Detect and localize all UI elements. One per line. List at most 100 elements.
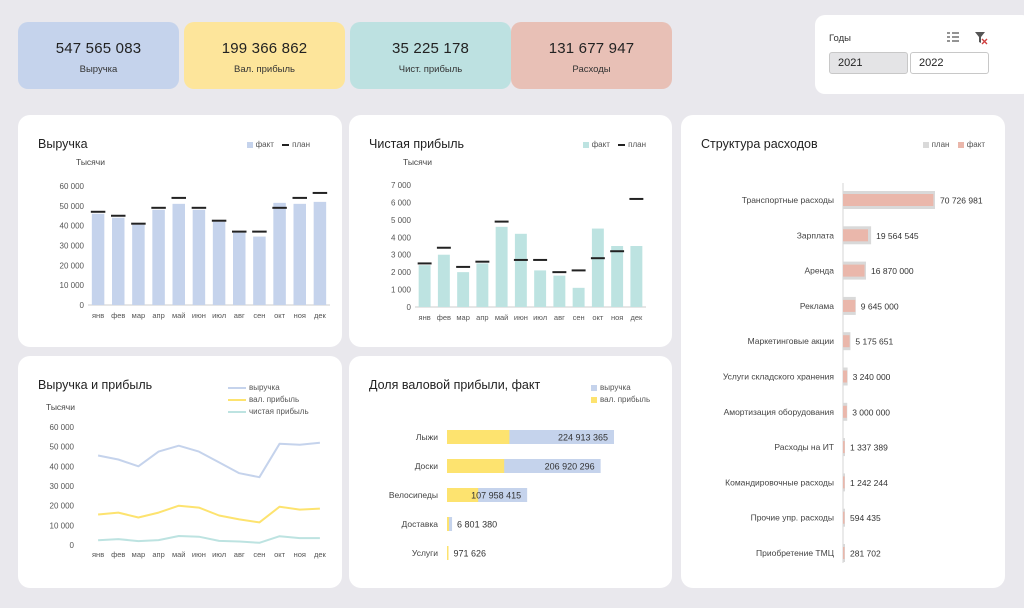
category-label: Лыжи: [416, 432, 438, 442]
y-tick-label: 7 000: [391, 181, 412, 190]
kpi-net-profit-label: Чист. прибыль: [398, 64, 463, 75]
bar-revenue-3: [447, 517, 453, 531]
gross-share-legend: выручка вал. прибыль: [591, 382, 650, 406]
y-tick-label: 40 000: [60, 222, 85, 231]
bar-fact-окт: [591, 228, 604, 307]
x-tick-label: ноя: [294, 550, 306, 559]
x-tick-label: дек: [314, 550, 327, 559]
clear-filter-icon[interactable]: [974, 31, 988, 45]
bar-fact-7: [843, 441, 845, 454]
x-tick-label: апр: [152, 311, 164, 320]
revenue-chart-title: Выручка: [38, 137, 88, 151]
net-profit-chart-title: Чистая прибыль: [369, 137, 464, 151]
legend-gross-swatch: [228, 398, 246, 401]
legend-fact-swatch: [246, 141, 253, 148]
x-tick-label: ноя: [611, 313, 623, 322]
bar-fact-ноя: [611, 246, 624, 307]
kpi-revenue: 547 565 083 Выручка: [18, 22, 179, 89]
data-label: 206 920 296: [545, 462, 595, 472]
y-tick-label: 60 000: [60, 182, 85, 191]
category-label: Реклама: [800, 301, 834, 311]
data-label: 19 564 545: [876, 231, 919, 241]
y-tick-label: 0: [80, 301, 85, 310]
bar-fact-фев: [111, 217, 125, 305]
x-tick-label: июл: [533, 313, 547, 322]
x-tick-label: июл: [212, 311, 226, 320]
kpi-expenses: 131 677 947 Расходы: [511, 22, 672, 89]
x-tick-label: янв: [92, 550, 104, 559]
y-axis-unit: Тысячи: [76, 157, 105, 167]
category-label: Услуги: [412, 548, 438, 558]
y-tick-label: 30 000: [60, 242, 85, 251]
legend-fact-label: факт: [591, 140, 610, 149]
x-tick-label: фев: [111, 311, 125, 320]
legend-revenue-swatch: [591, 384, 597, 391]
x-tick-label: май: [172, 550, 186, 559]
x-tick-label: апр: [152, 550, 164, 559]
bar-fact-авг: [553, 275, 566, 307]
bar-fact-4: [843, 335, 850, 348]
bar-fact-0: [843, 194, 934, 206]
data-label: 9 645 000: [861, 301, 899, 311]
bar-fact-дек: [313, 201, 327, 305]
bar-fact-фев: [437, 254, 450, 307]
x-tick-label: июн: [192, 550, 206, 559]
data-label: 16 870 000: [871, 266, 914, 276]
category-label: Доски: [415, 461, 439, 471]
category-label: Командировочные расходы: [725, 477, 834, 487]
x-tick-label: янв: [419, 313, 431, 322]
y-tick-label: 10 000: [50, 521, 75, 530]
multi-select-icon[interactable]: [946, 31, 960, 45]
legend-gross-label: вал. прибыль: [600, 395, 651, 404]
bar-fact-5: [843, 370, 848, 383]
x-tick-label: окт: [274, 311, 286, 320]
bar-fact-апр: [476, 263, 489, 307]
bar-fact-окт: [273, 202, 286, 305]
category-label: Доставка: [401, 519, 438, 529]
bar-fact-дек: [630, 246, 643, 307]
data-label: 1 242 244: [850, 478, 888, 488]
x-tick-label: авг: [554, 313, 565, 322]
revenue-chart: Тысячи 0 10 000 20 000 30 000 40 000 50 000 60 …: [60, 157, 330, 320]
line-gross-profit: [98, 504, 320, 524]
bar-fact-ноя: [293, 203, 307, 305]
y-tick-label: 50 000: [50, 443, 75, 452]
x-tick-label: сен: [253, 311, 265, 320]
kpi-net-profit-value: 35 225 178: [391, 40, 470, 57]
y-tick-label: 20 000: [50, 502, 75, 511]
data-label: 107 958 415: [471, 491, 521, 501]
bar-fact-3: [843, 299, 856, 312]
legend-fact-label: факт: [966, 140, 985, 149]
x-tick-label: мар: [132, 550, 146, 559]
data-label: 224 913 365: [558, 433, 608, 443]
y-tick-label: 5 000: [391, 216, 412, 225]
revenue-legend: факт план: [246, 140, 310, 149]
net-profit-chart: Тысячи 0 1 000 2 000 3 000 4 000 5 000 6 000 7 0…: [391, 157, 646, 322]
legend-revenue-label: выручка: [249, 383, 280, 392]
net-profit-chart-card: Чистая прибыль факт план Тысячи 0 1 000 2 0…: [349, 115, 672, 347]
bar-fact-янв: [418, 265, 431, 307]
category-label: Аренда: [804, 266, 834, 276]
y-tick-label: 6 000: [391, 198, 412, 207]
revenue-chart-card: Выручка факт план Тысячи 0 10 000 20 000 30 …: [18, 115, 342, 347]
bar-fact-2: [843, 264, 865, 277]
bar-fact-мар: [132, 224, 145, 305]
x-tick-label: июн: [514, 313, 528, 322]
kpi-expenses-value: 131 677 947: [548, 40, 635, 57]
bar-fact-9: [843, 511, 845, 524]
category-label: Расходы на ИТ: [774, 442, 834, 452]
kpi-expenses-label: Расходы: [572, 64, 611, 75]
legend-net-swatch: [228, 410, 246, 413]
data-label: 281 702: [850, 549, 881, 559]
legend-revenue-swatch: [228, 386, 246, 389]
bar-fact-июл: [212, 221, 226, 305]
y-tick-label: 0: [407, 303, 412, 312]
kpi-gross-profit-label: Вал. прибыль: [234, 64, 295, 75]
legend-plan-label: план: [931, 140, 950, 149]
revenue-profit-chart-title: Выручка и прибыль: [38, 378, 153, 392]
x-tick-label: авг: [234, 311, 245, 320]
bar-fact-сен: [253, 236, 266, 305]
year-button-2022[interactable]: 2022: [910, 52, 989, 74]
y-tick-label: 40 000: [50, 462, 75, 471]
year-button-2021[interactable]: 2021: [829, 52, 908, 74]
